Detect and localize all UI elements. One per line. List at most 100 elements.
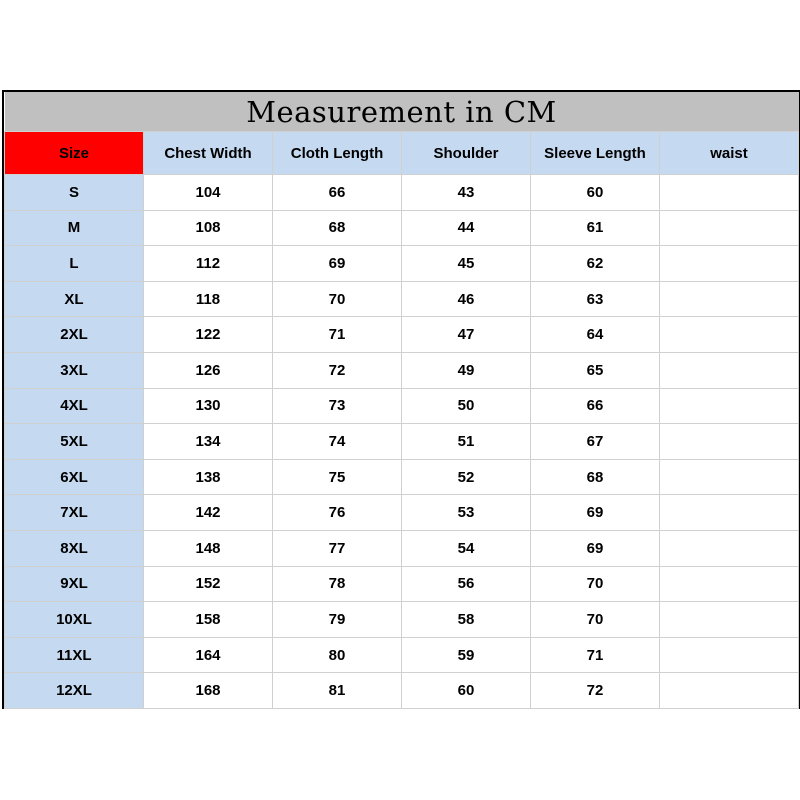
value-cell: 80 bbox=[272, 636, 402, 674]
value-cell: 49 bbox=[401, 351, 531, 389]
size-cell: L bbox=[4, 245, 144, 282]
size-cell: XL bbox=[4, 280, 144, 318]
value-cell: 44 bbox=[401, 209, 531, 247]
table-row: XL 118 70 46 63 bbox=[4, 280, 799, 318]
value-cell bbox=[659, 423, 799, 460]
value-cell: 74 bbox=[272, 423, 402, 460]
value-cell: 79 bbox=[272, 601, 402, 638]
value-cell: 62 bbox=[530, 245, 660, 282]
value-cell: 66 bbox=[272, 174, 402, 211]
value-cell: 70 bbox=[272, 280, 402, 318]
value-cell: 58 bbox=[401, 601, 531, 638]
value-cell: 69 bbox=[530, 529, 660, 567]
value-cell: 67 bbox=[530, 423, 660, 460]
table-row: 5XL 134 74 51 67 bbox=[4, 423, 799, 460]
value-cell: 72 bbox=[272, 351, 402, 389]
value-cell: 168 bbox=[143, 672, 273, 709]
value-cell: 56 bbox=[401, 565, 531, 603]
value-cell bbox=[659, 636, 799, 674]
size-cell: 11XL bbox=[4, 636, 144, 674]
value-cell bbox=[659, 174, 799, 211]
table-row: 3XL 126 72 49 65 bbox=[4, 351, 799, 389]
value-cell: 122 bbox=[143, 316, 273, 353]
value-cell bbox=[659, 280, 799, 318]
value-cell: 76 bbox=[272, 494, 402, 531]
value-cell: 71 bbox=[530, 636, 660, 674]
column-header: Shoulder bbox=[401, 131, 531, 175]
value-cell: 47 bbox=[401, 316, 531, 353]
value-cell: 75 bbox=[272, 458, 402, 496]
size-table: Measurement in CM Size Chest Width Cloth L… bbox=[4, 92, 799, 709]
size-cell: 4XL bbox=[4, 387, 144, 425]
value-cell bbox=[659, 245, 799, 282]
table-row: 10XL 158 79 58 70 bbox=[4, 601, 799, 638]
value-cell: 108 bbox=[143, 209, 273, 247]
value-cell: 72 bbox=[530, 672, 660, 709]
size-cell: 7XL bbox=[4, 494, 144, 531]
value-cell: 52 bbox=[401, 458, 531, 496]
value-cell: 164 bbox=[143, 636, 273, 674]
size-chart: Measurement in CM Size Chest Width Cloth L… bbox=[2, 90, 800, 709]
value-cell: 104 bbox=[143, 174, 273, 211]
value-cell: 73 bbox=[272, 387, 402, 425]
table-row: 7XL 142 76 53 69 bbox=[4, 494, 799, 531]
table-row: L 112 69 45 62 bbox=[4, 245, 799, 282]
value-cell: 68 bbox=[530, 458, 660, 496]
value-cell: 60 bbox=[530, 174, 660, 211]
size-cell: 12XL bbox=[4, 672, 144, 709]
value-cell: 69 bbox=[272, 245, 402, 282]
value-cell bbox=[659, 351, 799, 389]
table-row: 6XL 138 75 52 68 bbox=[4, 458, 799, 496]
value-cell: 70 bbox=[530, 601, 660, 638]
value-cell bbox=[659, 209, 799, 247]
value-cell: 45 bbox=[401, 245, 531, 282]
value-cell: 148 bbox=[143, 529, 273, 567]
value-cell: 68 bbox=[272, 209, 402, 247]
value-cell: 138 bbox=[143, 458, 273, 496]
size-cell: 9XL bbox=[4, 565, 144, 603]
value-cell: 134 bbox=[143, 423, 273, 460]
table-row: S 104 66 43 60 bbox=[4, 174, 799, 211]
value-cell: 130 bbox=[143, 387, 273, 425]
table-row: 11XL 164 80 59 71 bbox=[4, 636, 799, 674]
value-cell: 51 bbox=[401, 423, 531, 460]
value-cell: 152 bbox=[143, 565, 273, 603]
value-cell bbox=[659, 565, 799, 603]
value-cell: 69 bbox=[530, 494, 660, 531]
table-row: 2XL 122 71 47 64 bbox=[4, 316, 799, 353]
value-cell: 50 bbox=[401, 387, 531, 425]
value-cell: 71 bbox=[272, 316, 402, 353]
value-cell bbox=[659, 387, 799, 425]
size-cell: 3XL bbox=[4, 351, 144, 389]
value-cell: 118 bbox=[143, 280, 273, 318]
value-cell: 60 bbox=[401, 672, 531, 709]
value-cell: 54 bbox=[401, 529, 531, 567]
column-header: Cloth Length bbox=[272, 131, 402, 175]
table-row: 4XL 130 73 50 66 bbox=[4, 387, 799, 425]
value-cell: 158 bbox=[143, 601, 273, 638]
value-cell: 66 bbox=[530, 387, 660, 425]
column-header: Sleeve Length bbox=[530, 131, 660, 175]
size-cell: 5XL bbox=[4, 423, 144, 460]
value-cell bbox=[659, 672, 799, 709]
size-cell: S bbox=[4, 174, 144, 211]
chart-title: Measurement in CM bbox=[4, 92, 799, 132]
size-cell: 2XL bbox=[4, 316, 144, 353]
size-cell: 10XL bbox=[4, 601, 144, 638]
value-cell: 81 bbox=[272, 672, 402, 709]
column-header: Chest Width bbox=[143, 131, 273, 175]
table-row: M 108 68 44 61 bbox=[4, 209, 799, 247]
size-cell: 6XL bbox=[4, 458, 144, 496]
value-cell: 64 bbox=[530, 316, 660, 353]
table-row: 8XL 148 77 54 69 bbox=[4, 529, 799, 567]
value-cell: 78 bbox=[272, 565, 402, 603]
value-cell bbox=[659, 529, 799, 567]
column-header: waist bbox=[659, 131, 799, 175]
value-cell bbox=[659, 494, 799, 531]
table-row: 12XL 168 81 60 72 bbox=[4, 672, 799, 709]
column-header: Size bbox=[4, 131, 144, 175]
value-cell: 112 bbox=[143, 245, 273, 282]
value-cell: 65 bbox=[530, 351, 660, 389]
value-cell: 77 bbox=[272, 529, 402, 567]
value-cell: 59 bbox=[401, 636, 531, 674]
